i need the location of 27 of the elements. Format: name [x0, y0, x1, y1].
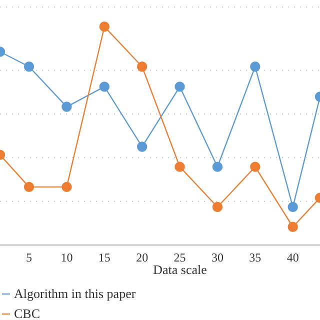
legend-label: CBC [14, 306, 40, 320]
point [99, 82, 110, 92]
point [288, 202, 298, 212]
point [288, 222, 298, 232]
x-tick-label: 30 [211, 250, 224, 265]
x-tick-label: 10 [60, 250, 73, 265]
point [62, 102, 72, 112]
x-tick-label: 25 [174, 250, 186, 265]
x-tick-label: 20 [136, 250, 148, 265]
point [62, 182, 72, 192]
x-axis-title: Data scale [153, 262, 207, 277]
point [212, 162, 223, 172]
point [174, 162, 185, 172]
legend-label: Algorithm in this paper [14, 286, 136, 302]
point [250, 62, 260, 72]
point [99, 22, 110, 32]
point [136, 142, 148, 152]
point [174, 82, 185, 92]
point [24, 182, 34, 192]
point [250, 162, 260, 172]
point [212, 202, 223, 212]
x-tick-label: 15 [98, 250, 110, 265]
x-tick-label: 35 [249, 250, 262, 265]
point [136, 62, 148, 72]
point [24, 62, 34, 72]
x-tick-label: 40 [286, 250, 299, 265]
x-tick-label: 5 [26, 250, 32, 265]
